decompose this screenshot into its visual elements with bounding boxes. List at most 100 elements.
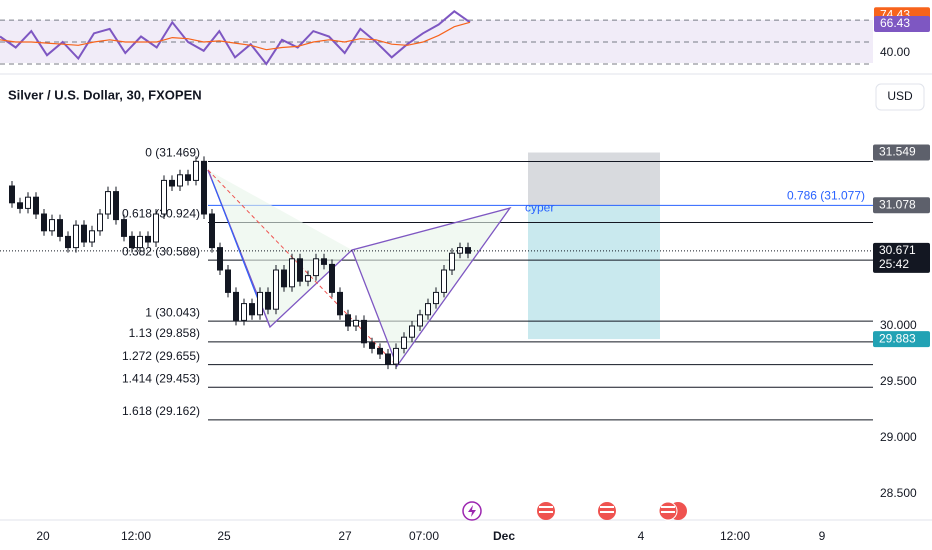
candle-body — [17, 202, 23, 209]
price-badge-label: 29.883 — [879, 331, 916, 345]
time-label: 07:00 — [409, 529, 439, 543]
stop-zone — [528, 152, 660, 206]
candle-body — [9, 185, 15, 204]
candle-body — [369, 342, 375, 349]
flag-stripe — [539, 506, 553, 508]
fib-label: 1.618 (29.162) — [122, 404, 200, 418]
flag-stripe — [661, 506, 675, 508]
candle-body — [193, 160, 199, 181]
cypher-tag: cyper — [525, 201, 554, 215]
candle-body — [425, 303, 431, 316]
candle-body — [89, 230, 95, 243]
candle-body — [353, 319, 359, 327]
rsi-badge — [874, 16, 930, 33]
candle-body — [345, 314, 351, 327]
candle-body — [97, 213, 103, 232]
time-label: Dec — [493, 529, 515, 543]
candle-body — [129, 235, 135, 249]
candle-body — [41, 213, 47, 232]
candle-body — [273, 269, 279, 310]
candle-body — [377, 347, 383, 355]
symbol-title: Silver / U.S. Dollar, 30, FXOPEN — [8, 87, 202, 102]
price-badge — [873, 331, 930, 348]
fib-label: 0 (31.469) — [145, 146, 200, 160]
rsi-ma-line — [0, 21, 471, 51]
price-badge — [873, 144, 930, 161]
candle-body — [49, 219, 55, 232]
time-label: 25 — [217, 529, 231, 543]
candle-body — [145, 235, 151, 243]
candle-body — [337, 291, 343, 316]
candle-body — [409, 325, 415, 338]
candle-body — [393, 347, 399, 365]
rsi-tick-label: 40.00 — [880, 45, 910, 59]
candle-body — [449, 252, 455, 271]
candle-body — [329, 263, 335, 293]
time-label: 9 — [819, 529, 826, 543]
price-tick-label: 29.000 — [880, 430, 917, 444]
fib-label: 1.272 (29.655) — [122, 349, 200, 363]
price-tick-label: 30.000 — [880, 318, 917, 332]
fib-label: 1 (30.043) — [145, 305, 200, 319]
price-tick-label: 28.500 — [880, 486, 917, 500]
candle-body — [201, 160, 207, 215]
candle-body — [321, 258, 327, 265]
time-label: 12:00 — [720, 529, 750, 543]
candle-body — [121, 219, 127, 237]
candle-body — [417, 314, 423, 327]
candle-body — [153, 213, 159, 243]
candle-body — [57, 219, 63, 237]
candle-body — [33, 196, 39, 215]
flash-glyph — [468, 505, 476, 517]
rsi-badge-label: 66.43 — [880, 16, 910, 30]
candle-body — [225, 269, 231, 293]
event-icons — [462, 501, 687, 521]
flag-stripe — [600, 511, 614, 513]
candle-body — [433, 291, 439, 305]
candle-body — [265, 291, 271, 310]
candle-body — [169, 179, 175, 187]
candle-body — [241, 303, 247, 321]
time-label: 12:00 — [121, 529, 151, 543]
candle-body — [25, 196, 31, 209]
fib-label: 0.618 (30.924) — [122, 207, 200, 221]
pattern-xa-blue — [211, 179, 263, 311]
price-badge-label: 31.078 — [879, 197, 916, 211]
candle-body — [137, 235, 143, 249]
candle-body — [385, 353, 391, 365]
price-badge-label: 31.549 — [879, 145, 916, 159]
price-badge — [873, 197, 930, 214]
candle-body — [281, 269, 287, 288]
candle-body — [401, 336, 407, 349]
rsi-line — [0, 10, 471, 66]
currency-label: USD — [887, 89, 913, 103]
flag-stripe — [539, 511, 553, 513]
candle-body — [361, 319, 367, 344]
candle-body — [441, 269, 447, 293]
cypher-level-label: 0.786 (31.077) — [787, 189, 865, 203]
candle-body — [161, 179, 167, 215]
candle-body — [233, 291, 239, 321]
fib-label: 1.13 (29.858) — [129, 326, 200, 340]
flag-stripe — [600, 506, 614, 508]
candle-body — [297, 258, 303, 282]
currency-button[interactable] — [875, 83, 925, 111]
candle-body — [289, 258, 295, 288]
candle-body — [113, 191, 119, 221]
countdown: 25:42 — [879, 257, 909, 271]
candle-body — [177, 174, 183, 187]
candle-body — [249, 303, 255, 316]
candle-body — [257, 291, 263, 316]
target-zone — [528, 205, 660, 340]
candle-body — [305, 275, 311, 282]
price-tick-label: 29.500 — [880, 374, 917, 388]
candle-body — [65, 235, 71, 249]
flag-stripe — [661, 511, 675, 513]
candle-body — [185, 174, 191, 181]
time-label: 4 — [638, 529, 645, 543]
candle-body — [217, 247, 223, 271]
fib-label: 1.414 (29.453) — [122, 371, 200, 385]
